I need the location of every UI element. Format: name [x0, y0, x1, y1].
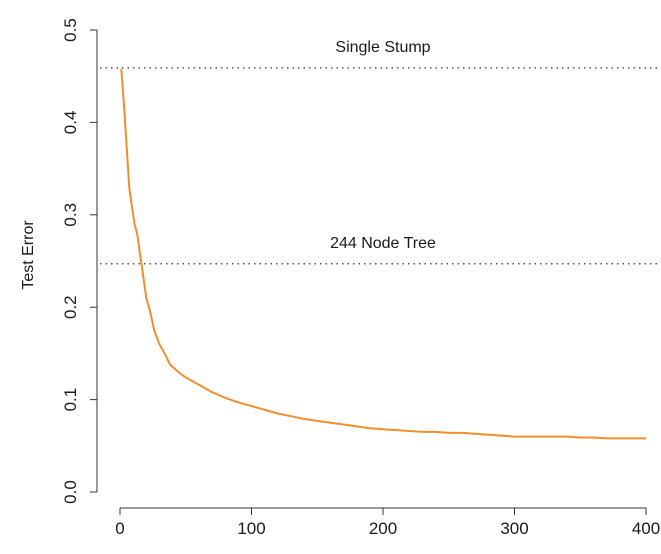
x-tick-label: 300: [500, 519, 528, 538]
reference-lines: Single Stump 244 Node Tree: [100, 39, 661, 265]
x-axis: 0 100 200 300 400: [115, 507, 660, 538]
y-axis: 0.0 0.1 0.2 0.3 0.4 0.5: [61, 18, 98, 504]
x-tick-label: 200: [369, 519, 397, 538]
y-tick-label: 0.0: [61, 480, 80, 504]
y-axis-label: Test Error: [20, 220, 37, 290]
x-tick-label: 400: [632, 519, 660, 538]
series-group: [120, 68, 646, 440]
reference-line-label-0: Single Stump: [335, 39, 430, 56]
x-tick-label: 100: [237, 519, 265, 538]
series-line-0: [120, 68, 646, 440]
reference-line-label-1: 244 Node Tree: [330, 235, 436, 252]
y-tick-label: 0.4: [61, 111, 80, 135]
y-tick-label: 0.3: [61, 203, 80, 227]
y-tick-label: 0.1: [61, 388, 80, 412]
y-tick-label: 0.5: [61, 18, 80, 42]
x-tick-label: 0: [115, 519, 124, 538]
y-tick-label: 0.2: [61, 295, 80, 319]
